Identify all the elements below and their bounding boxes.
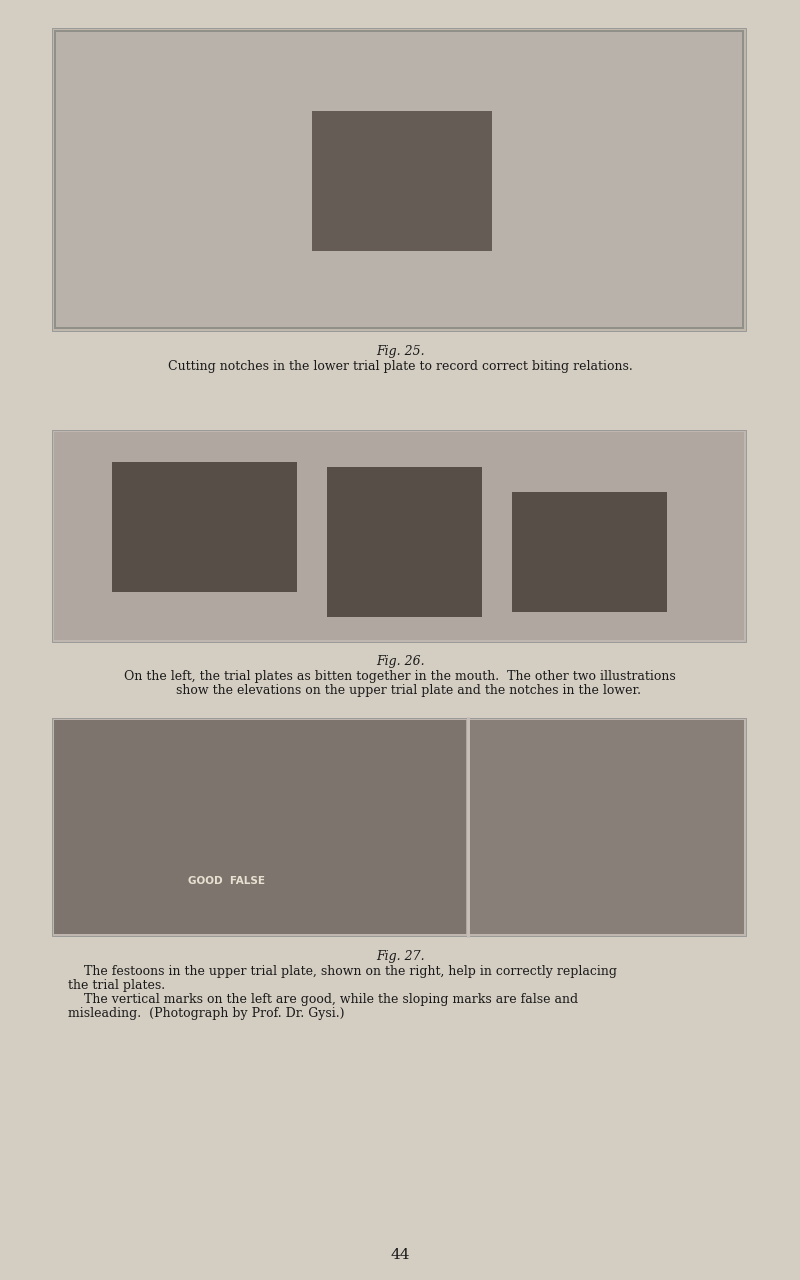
Bar [112, 462, 297, 591]
Bar [54, 719, 744, 934]
Text: GOOD  FALSE: GOOD FALSE [189, 876, 266, 886]
Bar [54, 719, 466, 934]
Text: The festoons in the upper trial plate, shown on the right, help in correctly rep: The festoons in the upper trial plate, s… [68, 965, 617, 978]
Text: The vertical marks on the left are good, while the sloping marks are false and: The vertical marks on the left are good,… [68, 993, 578, 1006]
Bar [54, 29, 744, 329]
Text: show the elevations on the upper trial plate and the notches in the lower.: show the elevations on the upper trial p… [159, 684, 641, 698]
Bar [512, 492, 667, 612]
Text: 44: 44 [390, 1248, 410, 1262]
Bar [312, 111, 492, 251]
Text: On the left, the trial plates as bitten together in the mouth.  The other two il: On the left, the trial plates as bitten … [124, 669, 676, 684]
Bar [52, 718, 746, 936]
Bar [56, 32, 742, 326]
Text: Cutting notches in the lower trial plate to record correct biting relations.: Cutting notches in the lower trial plate… [168, 360, 632, 372]
Text: Fig. 27.: Fig. 27. [376, 950, 424, 963]
Text: Fig. 26.: Fig. 26. [376, 655, 424, 668]
Bar [327, 467, 482, 617]
Bar [52, 430, 746, 643]
Text: misleading.  (Photograph by Prof. Dr. Gysi.): misleading. (Photograph by Prof. Dr. Gys… [68, 1007, 345, 1020]
Bar [52, 28, 746, 332]
Text: the trial plates.: the trial plates. [68, 979, 165, 992]
Bar [54, 431, 744, 640]
Text: Fig. 25.: Fig. 25. [376, 346, 424, 358]
Bar [470, 719, 744, 934]
